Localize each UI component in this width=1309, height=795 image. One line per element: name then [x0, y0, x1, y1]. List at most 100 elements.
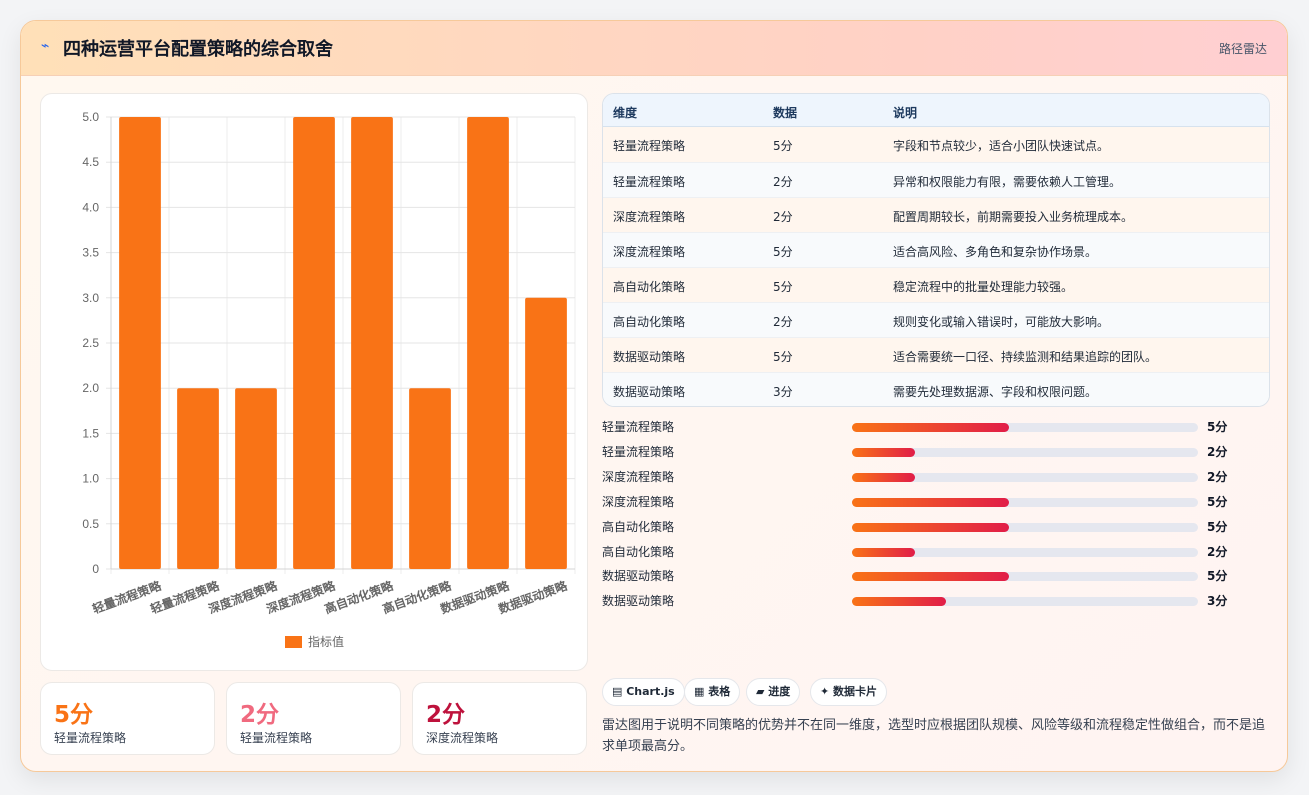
y-tick-label: 2.5	[82, 336, 99, 350]
progress-value: 5分	[1207, 519, 1228, 534]
cell-note: 配置周期较长，前期需要投入业务梳理成本。	[893, 210, 1134, 224]
progress-value: 5分	[1207, 569, 1228, 584]
cell-note: 规则变化或输入错误时，可能放大影响。	[893, 315, 1110, 329]
progress-label: 轻量流程策略	[602, 420, 675, 434]
cell-note: 适合高风险、多角色和复杂协作场景。	[893, 245, 1098, 259]
table-header-dimension: 维度	[613, 106, 638, 120]
progress-value: 3分	[1207, 594, 1228, 609]
stat-card: 2分深度流程策略	[412, 682, 587, 755]
progress-label: 深度流程策略	[602, 469, 675, 484]
cell-dimension: 高自动化策略	[613, 280, 686, 294]
progress-fill	[852, 522, 1010, 532]
progress-track	[852, 522, 1198, 532]
progress-value: 5分	[1207, 494, 1228, 509]
progress-fill	[852, 547, 915, 557]
bar-chart: 0 0.5 1.0 1.5 2.0 2.5 3.0 3.5 4.0 4.5 5.0 轻量流程策略 轻量流…	[40, 93, 588, 671]
y-tick-label: 3.0	[82, 291, 99, 305]
progress-label: 轻量流程策略	[602, 444, 675, 459]
progress-label: 高自动化策略	[602, 519, 675, 534]
stat-card: 2分轻量流程策略	[226, 682, 401, 755]
progress-label: 数据驱动策略	[602, 569, 675, 584]
main-card: ⌁ 四种运营平台配置策略的综合取舍 路径雷达 0 0.5 1.0 1.5 2.0 2.5 3…	[20, 20, 1288, 772]
progress-row: 轻量流程策略 5分	[602, 418, 1270, 438]
bar	[119, 117, 161, 569]
progress-track	[852, 472, 1198, 482]
stat-label: 轻量流程策略	[240, 731, 313, 745]
cell-dimension: 轻量流程策略	[613, 175, 686, 189]
stat-value: 2分	[426, 702, 466, 728]
cell-dimension: 轻量流程策略	[613, 139, 686, 153]
stat-value: 2分	[240, 702, 280, 728]
header-tag: 路径雷达	[1218, 42, 1267, 56]
bar	[235, 388, 277, 569]
header: ⌁ 四种运营平台配置策略的综合取舍 路径雷达	[21, 21, 1287, 76]
cell-data: 5分	[773, 350, 793, 364]
progress-track	[852, 447, 1198, 457]
bar	[293, 117, 335, 569]
progress-fill	[852, 597, 947, 607]
chip-table[interactable]: ▦ 表格	[684, 678, 741, 706]
progress-row: 高自动化策略 5分	[602, 518, 1270, 538]
cell-dimension: 深度流程策略	[613, 245, 686, 259]
page-title: 四种运营平台配置策略的综合取舍	[63, 39, 333, 60]
y-tick-label: 4.5	[82, 155, 99, 169]
stat-label: 深度流程策略	[426, 731, 499, 745]
cell-data: 3分	[773, 385, 793, 399]
cell-data: 2分	[773, 210, 793, 224]
progress-list: 轻量流程策略 5分 轻量流程策略 2分 深度流程策略 2分 深度流程策略 5分 高自动化策略 5分…	[602, 418, 1270, 608]
progress-row: 深度流程策略 2分	[602, 468, 1270, 488]
cell-data: 5分	[773, 245, 793, 259]
stat-label: 轻量流程策略	[54, 731, 127, 745]
table-header-note: 说明	[893, 106, 918, 120]
progress-fill	[852, 497, 1010, 507]
progress-track	[852, 597, 1198, 607]
cell-dimension: 高自动化策略	[613, 315, 686, 329]
progress-value: 2分	[1207, 469, 1228, 484]
legend-swatch	[285, 636, 302, 648]
table-header: 维度 数据 说明	[603, 94, 1269, 127]
bar	[409, 388, 451, 569]
cell-data: 5分	[773, 280, 793, 294]
progress-row: 数据驱动策略 5分	[602, 567, 1270, 587]
cell-note: 适合需要统一口径、持续监测和结果追踪的团队。	[893, 350, 1158, 364]
progress-track	[852, 423, 1198, 432]
cell-data: 2分	[773, 315, 793, 329]
progress-value: 2分	[1207, 444, 1228, 459]
bar-chart-svg: 00.51.01.52.02.53.03.54.04.55.0轻量流程策略轻量流…	[82, 110, 576, 649]
cell-data: 5分	[773, 139, 793, 153]
table-row: 深度流程策略 2分 配置周期较长，前期需要投入业务梳理成本。	[603, 197, 1269, 232]
cell-note: 异常和权限能力有限，需要依赖人工管理。	[893, 175, 1122, 189]
chart-note: 雷达图用于说明不同策略的优势并不在同一维度，选型时应根据团队规模、风险等级和流程…	[602, 718, 1266, 754]
progress-row: 高自动化策略 2分	[602, 543, 1270, 563]
progress-track	[852, 497, 1198, 507]
legend-label: 指标值	[308, 634, 344, 649]
chip-chart[interactable]: ▤ Chart.js	[602, 678, 685, 706]
table-row: 高自动化策略 5分 稳定流程中的批量处理能力较强。	[603, 267, 1269, 302]
data-table: 维度 数据 说明 轻量流程策略 5分 字段和节点较少，适合小团队快速试点。 轻量流程策…	[602, 93, 1270, 407]
progress-fill	[852, 572, 1010, 582]
progress-row: 轻量流程策略 2分	[602, 443, 1270, 463]
table-row: 轻量流程策略 5分 字段和节点较少，适合小团队快速试点。	[603, 127, 1269, 162]
cell-note: 字段和节点较少，适合小团队快速试点。	[893, 139, 1110, 153]
y-tick-label: 2.0	[82, 381, 99, 395]
table-row: 轻量流程策略 2分 异常和权限能力有限，需要依赖人工管理。	[603, 162, 1269, 197]
progress-row: 数据驱动策略 3分	[602, 592, 1270, 612]
y-tick-label: 4.0	[82, 200, 99, 214]
chip-card[interactable]: ✦ 数据卡片	[810, 678, 888, 706]
chip-progress[interactable]: ▰ 进度	[746, 678, 801, 706]
cell-dimension: 数据驱动策略	[613, 385, 686, 399]
cell-note: 需要先处理数据源、字段和权限问题。	[893, 385, 1098, 399]
cell-note: 稳定流程中的批量处理能力较强。	[893, 280, 1074, 294]
progress-fill	[852, 472, 915, 482]
table-row: 数据驱动策略 3分 需要先处理数据源、字段和权限问题。	[603, 372, 1269, 406]
cell-dimension: 数据驱动策略	[613, 350, 686, 364]
cell-data: 2分	[773, 175, 793, 189]
stat-value: 5分	[54, 702, 94, 728]
bar	[467, 117, 509, 569]
progress-fill	[852, 447, 915, 457]
cell-dimension: 深度流程策略	[613, 210, 686, 224]
table-row: 深度流程策略 5分 适合高风险、多角色和复杂协作场景。	[603, 232, 1269, 267]
progress-track	[852, 547, 1198, 557]
progress-label: 高自动化策略	[602, 544, 675, 559]
progress-fill	[852, 423, 1010, 432]
